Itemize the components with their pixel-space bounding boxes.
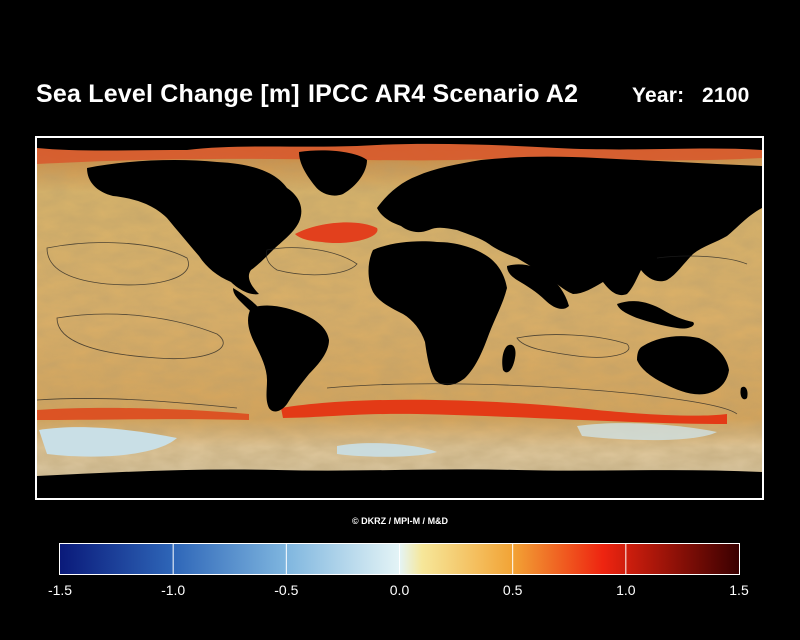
land-masses <box>37 138 762 498</box>
contour-5 <box>37 398 238 409</box>
southern-pale-band-1 <box>39 427 177 457</box>
southern-pale-band-3 <box>577 423 717 441</box>
contour-1 <box>46 242 189 286</box>
contour-7 <box>656 255 748 265</box>
south-pacific-red <box>37 407 249 420</box>
contour-4 <box>326 383 738 415</box>
australia <box>637 336 729 395</box>
north-atlantic-red <box>295 222 378 244</box>
colorbar-tick-label: 1.0 <box>616 582 636 598</box>
world-map-svg <box>37 138 762 498</box>
madagascar <box>502 344 516 373</box>
southern-pale-band-2 <box>337 443 437 457</box>
colorbar-tick-label: 1.5 <box>729 582 749 598</box>
new-zealand <box>740 386 748 400</box>
southeast-asia <box>617 301 694 329</box>
scenario-title: IPCC AR4 Scenario A2 <box>308 80 579 108</box>
colorbar-svg <box>60 544 739 574</box>
africa <box>368 241 507 386</box>
antarctica <box>37 469 762 498</box>
colorbar-dividers <box>172 544 627 574</box>
arabia-india <box>507 264 569 309</box>
south-america <box>248 305 329 412</box>
sea-level-map <box>35 136 764 500</box>
colorbar-tick-label: -0.5 <box>274 582 299 598</box>
eurasia <box>377 156 762 296</box>
colorbar-tick-label: -1.5 <box>47 582 73 598</box>
contour-2 <box>56 313 224 360</box>
contour-3 <box>265 247 358 276</box>
map-title: Sea Level Change [m] <box>36 80 300 108</box>
arctic-land <box>37 138 762 151</box>
copyright-credit: © DKRZ / MPI-M / M&D <box>351 516 449 526</box>
colorbar-tick-label: 0.5 <box>502 582 523 598</box>
contour-6 <box>516 334 630 358</box>
year-label: Year: <box>632 84 685 107</box>
north-america <box>87 160 302 295</box>
colorbar-tick-label: -1.0 <box>161 582 186 598</box>
southern-ocean-red-band <box>281 399 727 424</box>
greenland <box>299 150 367 196</box>
contour-lines <box>37 242 748 415</box>
year-value: 2100 <box>702 84 750 107</box>
colorbar <box>59 543 740 575</box>
colorbar-tick-label: 0.0 <box>389 582 410 598</box>
